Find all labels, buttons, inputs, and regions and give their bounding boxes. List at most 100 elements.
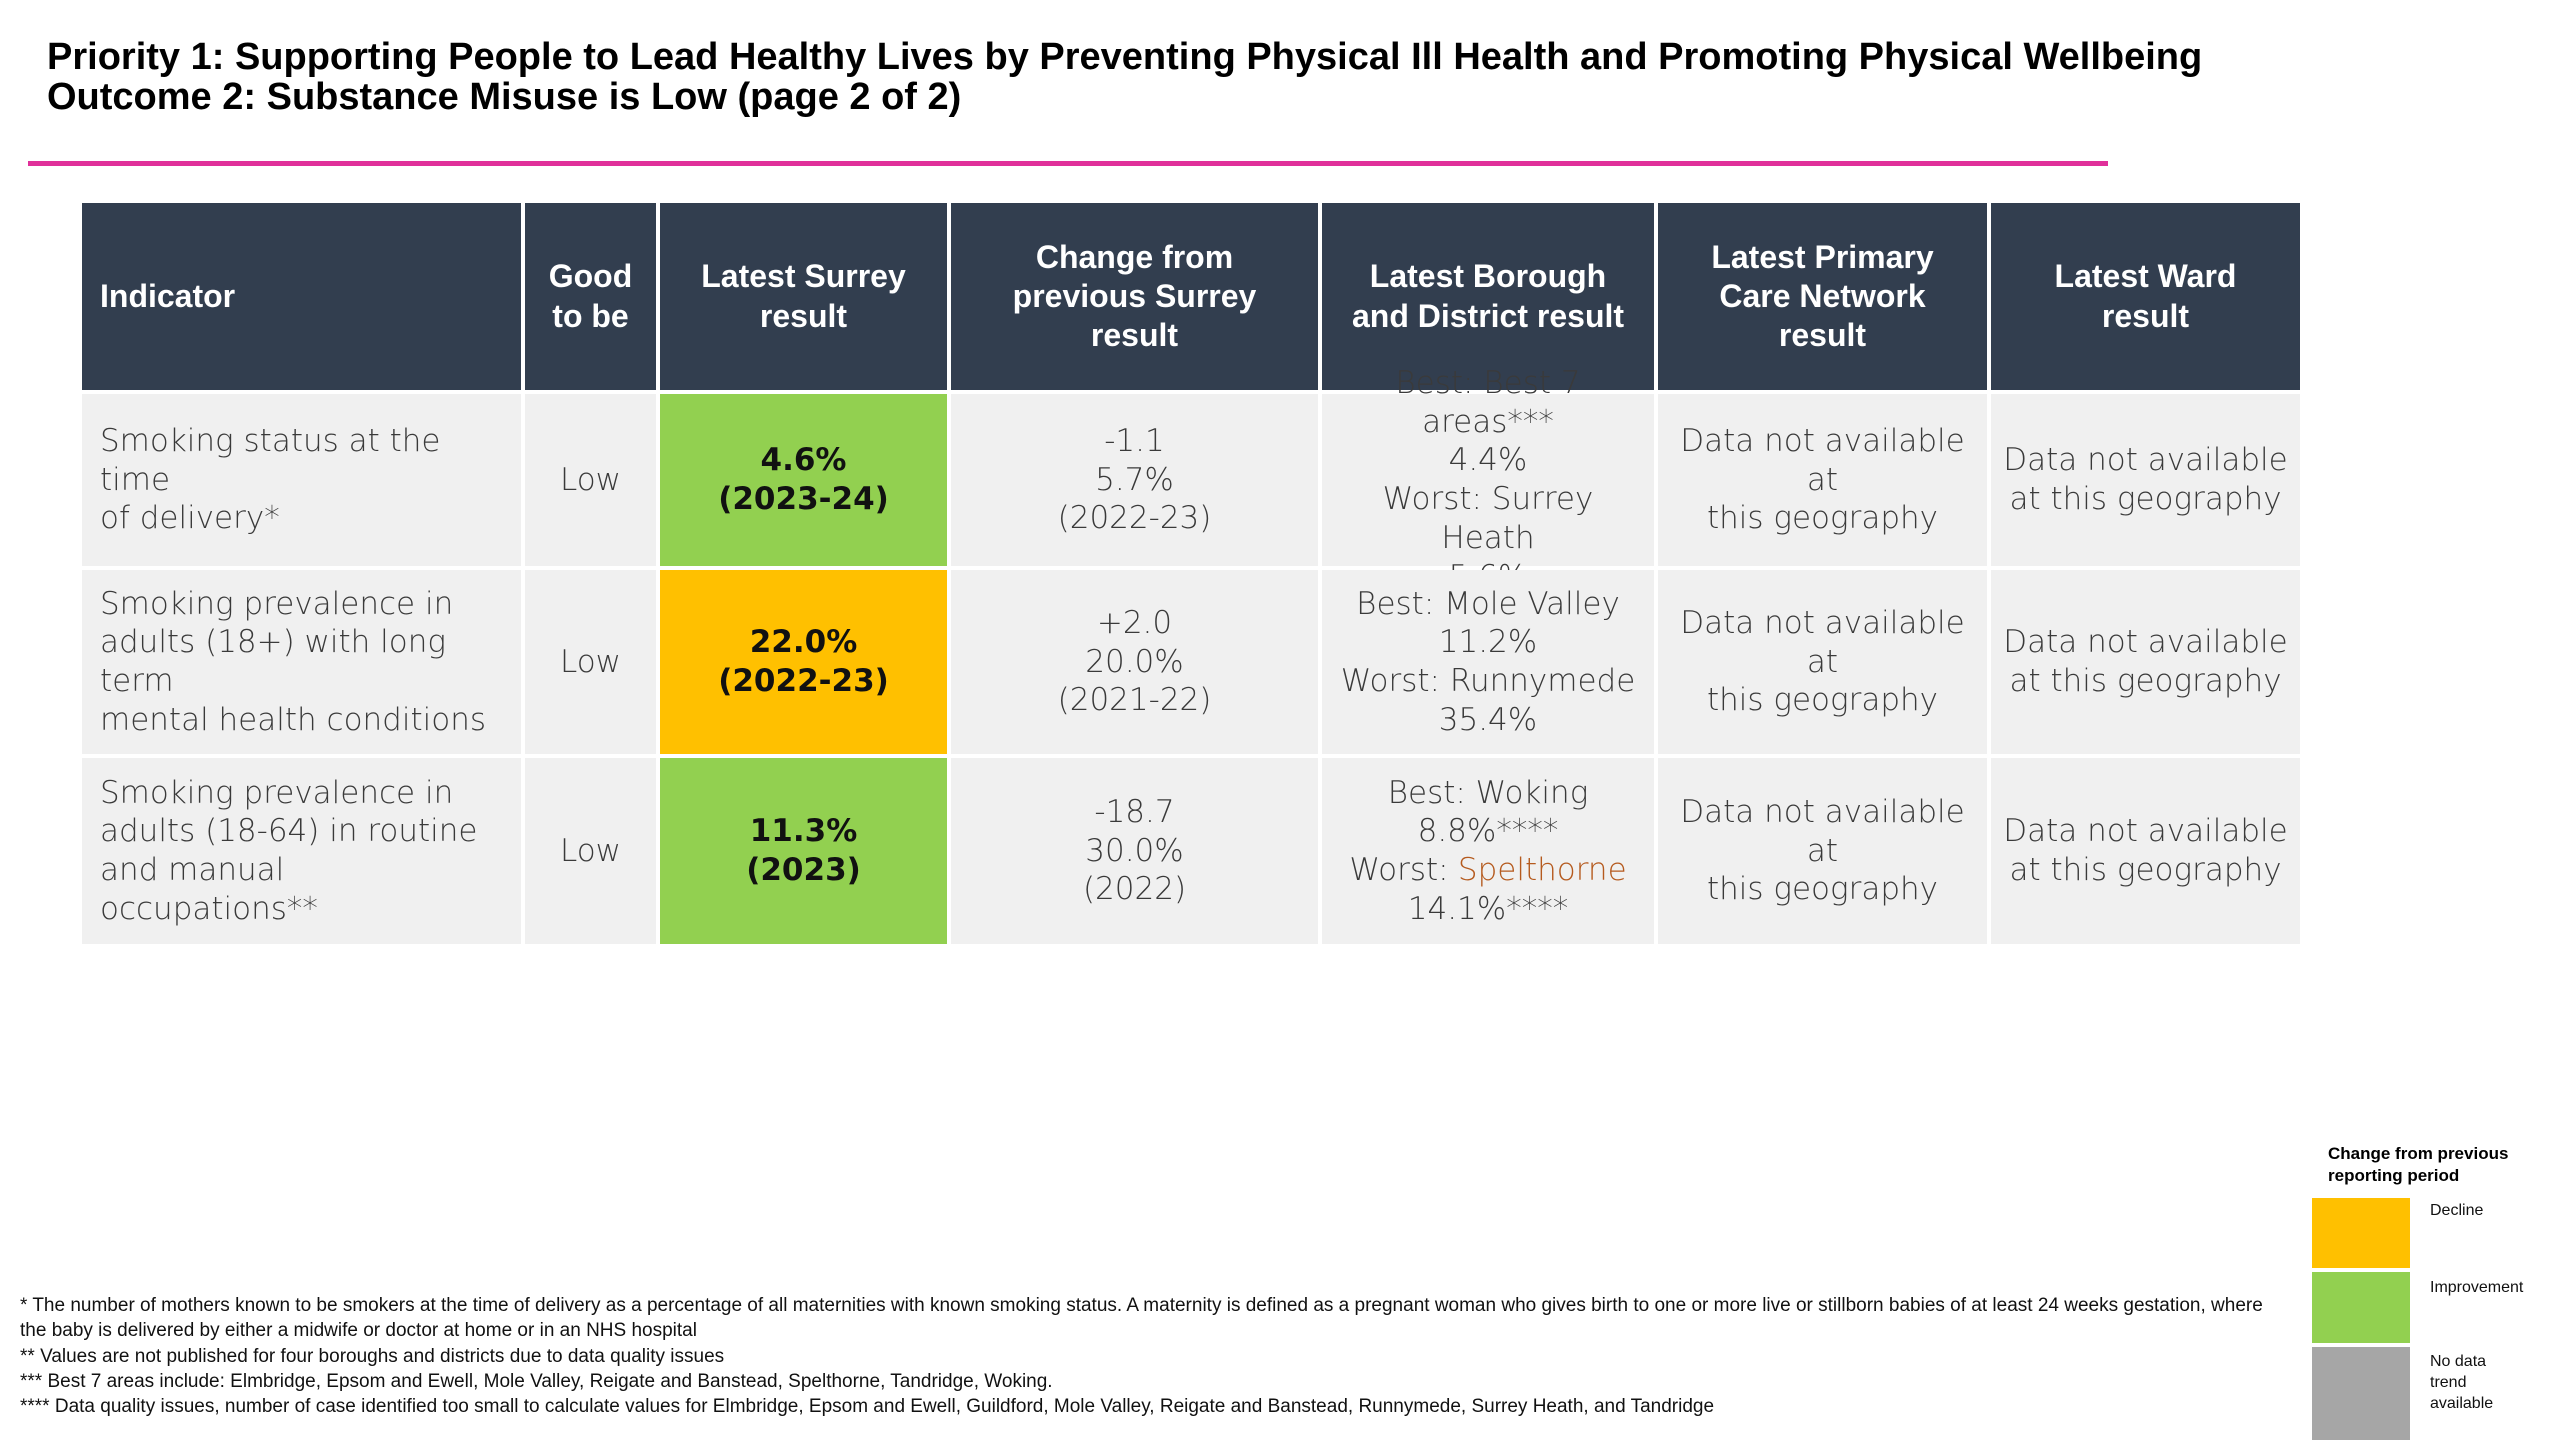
legend-swatch xyxy=(2312,1198,2410,1268)
header-line: and District result xyxy=(1351,297,1625,334)
borough-cell: Best: Mole Valley 11.2% Worst: Runnymede 35… xyxy=(1322,570,1654,754)
column-header: Good to be xyxy=(525,203,656,390)
cell-line: Worst: Runnymede xyxy=(1340,663,1636,699)
cell-line: 30.0% xyxy=(1085,832,1184,869)
cell-line-highlight: Spelthorne xyxy=(1457,852,1627,888)
footnote: * The number of mothers known to be smok… xyxy=(20,1295,2263,1342)
page-subtitle: Outcome 2: Substance Misuse is Low (page… xyxy=(47,76,962,118)
cell-line: Best: Mole Valley xyxy=(1356,585,1620,622)
cell-line: Low xyxy=(559,832,622,869)
change-cell: +2.0 20.0% (2021-22) xyxy=(951,570,1318,754)
footnote: **** Data quality issues, number of case… xyxy=(20,1396,1715,1418)
cell-line: 5.7% xyxy=(1095,461,1174,498)
cell-line: this geography xyxy=(1706,682,1939,719)
column-header: Indicator xyxy=(82,203,521,390)
pcn-cell: Data not available at this geography xyxy=(1658,758,1987,944)
ward-cell: Data not available at this geography xyxy=(1991,570,2300,754)
header-line: Latest Borough xyxy=(1369,258,1607,295)
indicator-cell: Smoking status at the time of delivery* xyxy=(82,394,521,566)
cell-line: 11.2% xyxy=(1438,624,1538,661)
legend-label: Decline xyxy=(2430,1202,2484,1219)
header-line: to be xyxy=(552,297,629,334)
header-line: Indicator xyxy=(100,277,236,314)
column-header: Latest Primary Care Network result xyxy=(1658,203,1987,390)
cell-line: Data not available at xyxy=(1680,604,1965,680)
good-to-be-cell: Low xyxy=(525,758,656,944)
cell-line: Data not available at xyxy=(1680,422,1965,498)
cell-line: 14.1%**** xyxy=(1407,890,1569,927)
cell-line: at this geography xyxy=(2009,481,2282,517)
header-line: result xyxy=(2101,297,2190,334)
cell-line: Data not available xyxy=(2003,813,2288,850)
indicator-cell: Smoking prevalence in adults (18+) with l… xyxy=(82,570,521,754)
indicator-cell: Smoking prevalence in adults (18-64) in r… xyxy=(82,758,521,944)
ward-cell: Data not available at this geography xyxy=(1991,394,2300,566)
change-cell: -18.7 30.0% (2022) xyxy=(951,758,1318,944)
cell-line-part: Worst: xyxy=(1349,852,1449,888)
borough-cell: Best: Best 7 areas*** 4.4% Worst: Surrey H… xyxy=(1322,365,1654,595)
cell-line: 35.4% xyxy=(1438,701,1538,738)
borough-cell: Best: Woking 8.8%**** Worst: Spelthorne 14.1… xyxy=(1322,758,1654,944)
header-line: previous Surrey xyxy=(1012,277,1257,314)
ward-cell: Data not available at this geography xyxy=(1991,758,2300,944)
cell-line: 22.0% xyxy=(749,624,858,661)
title-rule xyxy=(28,161,2108,166)
cell-line: 8.8%**** xyxy=(1417,813,1559,850)
cell-line: at this geography xyxy=(2009,852,2282,888)
header-line: Change from xyxy=(1035,238,1234,275)
cell-line: Smoking prevalence in xyxy=(100,585,454,622)
cell-line: (2022) xyxy=(1082,871,1187,908)
cell-line: +2.0 xyxy=(1096,604,1173,641)
pcn-cell: Data not available at this geography xyxy=(1658,394,1987,566)
legend-swatch xyxy=(2312,1347,2410,1440)
cell-line: Data not available xyxy=(2003,624,2288,661)
cell-line: Worst: Spelthorne xyxy=(1349,851,1626,890)
header-line: result xyxy=(1778,317,1867,354)
cell-line: this geography xyxy=(1706,871,1939,908)
pcn-cell: Data not available at this geography xyxy=(1658,570,1987,754)
cell-line: 4.4% xyxy=(1448,442,1528,479)
cell-line: Low xyxy=(559,643,622,680)
cell-line: mental health conditions xyxy=(100,701,487,738)
cell-line: this geography xyxy=(1706,500,1939,537)
good-to-be-cell: Low xyxy=(525,570,656,754)
cell-line: 20.0% xyxy=(1085,643,1184,680)
cell-line: Data not available at xyxy=(1680,793,1965,869)
change-cell: -1.1 5.7% (2022-23) xyxy=(951,394,1318,566)
column-header: Change from previous Surrey result xyxy=(951,203,1318,390)
cell-line: Smoking prevalence in xyxy=(100,774,454,811)
footnote: *** Best 7 areas include: Elmbridge, Eps… xyxy=(20,1370,1053,1392)
header-line: Latest Ward xyxy=(2054,258,2237,295)
cell-line: Smoking status at the time xyxy=(100,422,441,498)
cell-line: Best: Best 7 areas*** xyxy=(1395,364,1581,440)
cell-line: at this geography xyxy=(2009,663,2282,699)
cell-line: Worst: Surrey Heath xyxy=(1382,481,1594,556)
cell-line: (2023-24) xyxy=(718,481,889,517)
legend-label: No data trend available xyxy=(2430,1353,2494,1412)
cell-line: and manual occupations** xyxy=(100,852,318,927)
header-line: result xyxy=(1090,317,1179,354)
cell-line: of delivery* xyxy=(100,500,280,537)
page-title: Priority 1: Supporting People to Lead He… xyxy=(47,36,2203,78)
surrey-result-cell: 22.0% (2022-23) xyxy=(660,570,947,754)
header-line: Latest Primary xyxy=(1711,238,1934,275)
legend-label: Improvement xyxy=(2430,1279,2524,1296)
cell-line: 4.6% xyxy=(760,442,847,479)
legend-swatch xyxy=(2312,1272,2410,1343)
cell-line: Best: Woking xyxy=(1387,774,1589,811)
header-line: Latest Surrey xyxy=(701,258,906,295)
cell-line: (2021-22) xyxy=(1057,682,1212,719)
cell-line: Data not available xyxy=(2003,442,2288,479)
cell-line: (2023) xyxy=(746,852,861,888)
column-header: Latest Surrey result xyxy=(660,203,947,390)
cell-line: -18.7 xyxy=(1094,793,1175,830)
cell-line: Low xyxy=(559,461,622,498)
cell-line: (2022-23) xyxy=(718,663,889,699)
cell-line: (2022-23) xyxy=(1057,500,1212,537)
surrey-result-cell: 11.3% (2023) xyxy=(660,758,947,944)
header-line: result xyxy=(759,297,848,334)
column-header: Latest Borough and District result xyxy=(1322,203,1654,390)
header-line: Good xyxy=(548,258,633,295)
cell-line: -1.1 xyxy=(1104,422,1165,459)
